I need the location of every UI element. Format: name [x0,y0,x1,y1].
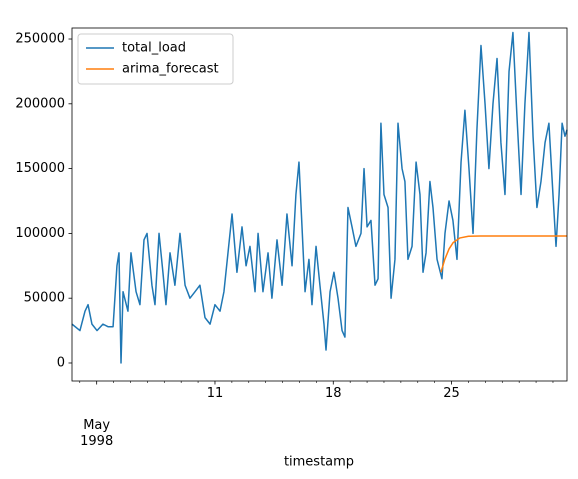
y-tick-label: 250000 [15,32,65,47]
line-series [440,235,567,273]
line-series [71,31,568,364]
y-tick-label: 100000 [15,226,65,241]
y-tick-label: 50000 [24,291,65,306]
y-tick-label: 200000 [15,96,65,111]
x-tick-label: 11 [206,386,224,401]
y-tick-label: 0 [57,355,65,370]
x-tick-label: May 1998 [80,418,114,449]
plot-frame [71,27,568,382]
x-tick-label: 18 [324,386,342,401]
legend-label: total_load [122,41,186,56]
y-tick-label: 150000 [15,161,65,176]
legend-box [77,33,234,85]
legend-label: arima_forecast [122,62,219,77]
x-tick-label: 25 [443,386,460,401]
x-axis-label: timestamp [284,455,354,470]
